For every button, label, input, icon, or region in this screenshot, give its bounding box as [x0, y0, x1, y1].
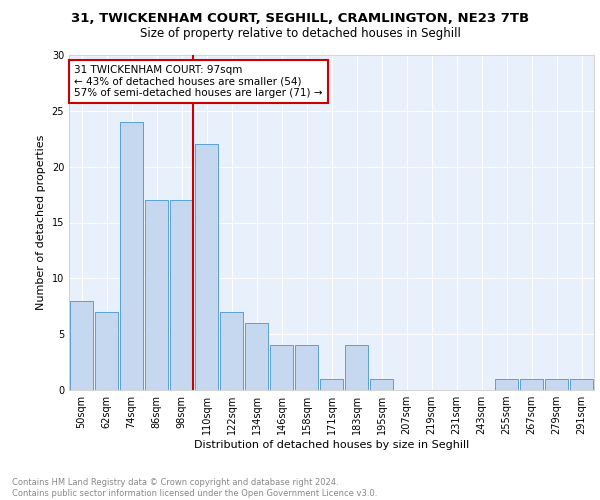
Bar — [370, 379, 393, 390]
Bar — [295, 346, 318, 390]
Y-axis label: Number of detached properties: Number of detached properties — [36, 135, 46, 310]
Bar — [495, 379, 518, 390]
Bar — [245, 323, 268, 390]
Bar — [320, 379, 343, 390]
Bar — [270, 346, 293, 390]
Bar — [520, 379, 543, 390]
Bar — [70, 300, 93, 390]
Bar — [195, 144, 218, 390]
Bar — [120, 122, 143, 390]
Bar — [145, 200, 168, 390]
Bar — [95, 312, 118, 390]
Text: 31, TWICKENHAM COURT, SEGHILL, CRAMLINGTON, NE23 7TB: 31, TWICKENHAM COURT, SEGHILL, CRAMLINGT… — [71, 12, 529, 26]
Text: Contains HM Land Registry data © Crown copyright and database right 2024.
Contai: Contains HM Land Registry data © Crown c… — [12, 478, 377, 498]
Bar — [170, 200, 193, 390]
Text: 31 TWICKENHAM COURT: 97sqm
← 43% of detached houses are smaller (54)
57% of semi: 31 TWICKENHAM COURT: 97sqm ← 43% of deta… — [74, 65, 323, 98]
Bar — [570, 379, 593, 390]
X-axis label: Distribution of detached houses by size in Seghill: Distribution of detached houses by size … — [194, 440, 469, 450]
Text: Size of property relative to detached houses in Seghill: Size of property relative to detached ho… — [140, 28, 460, 40]
Bar — [220, 312, 243, 390]
Bar — [345, 346, 368, 390]
Bar — [545, 379, 568, 390]
